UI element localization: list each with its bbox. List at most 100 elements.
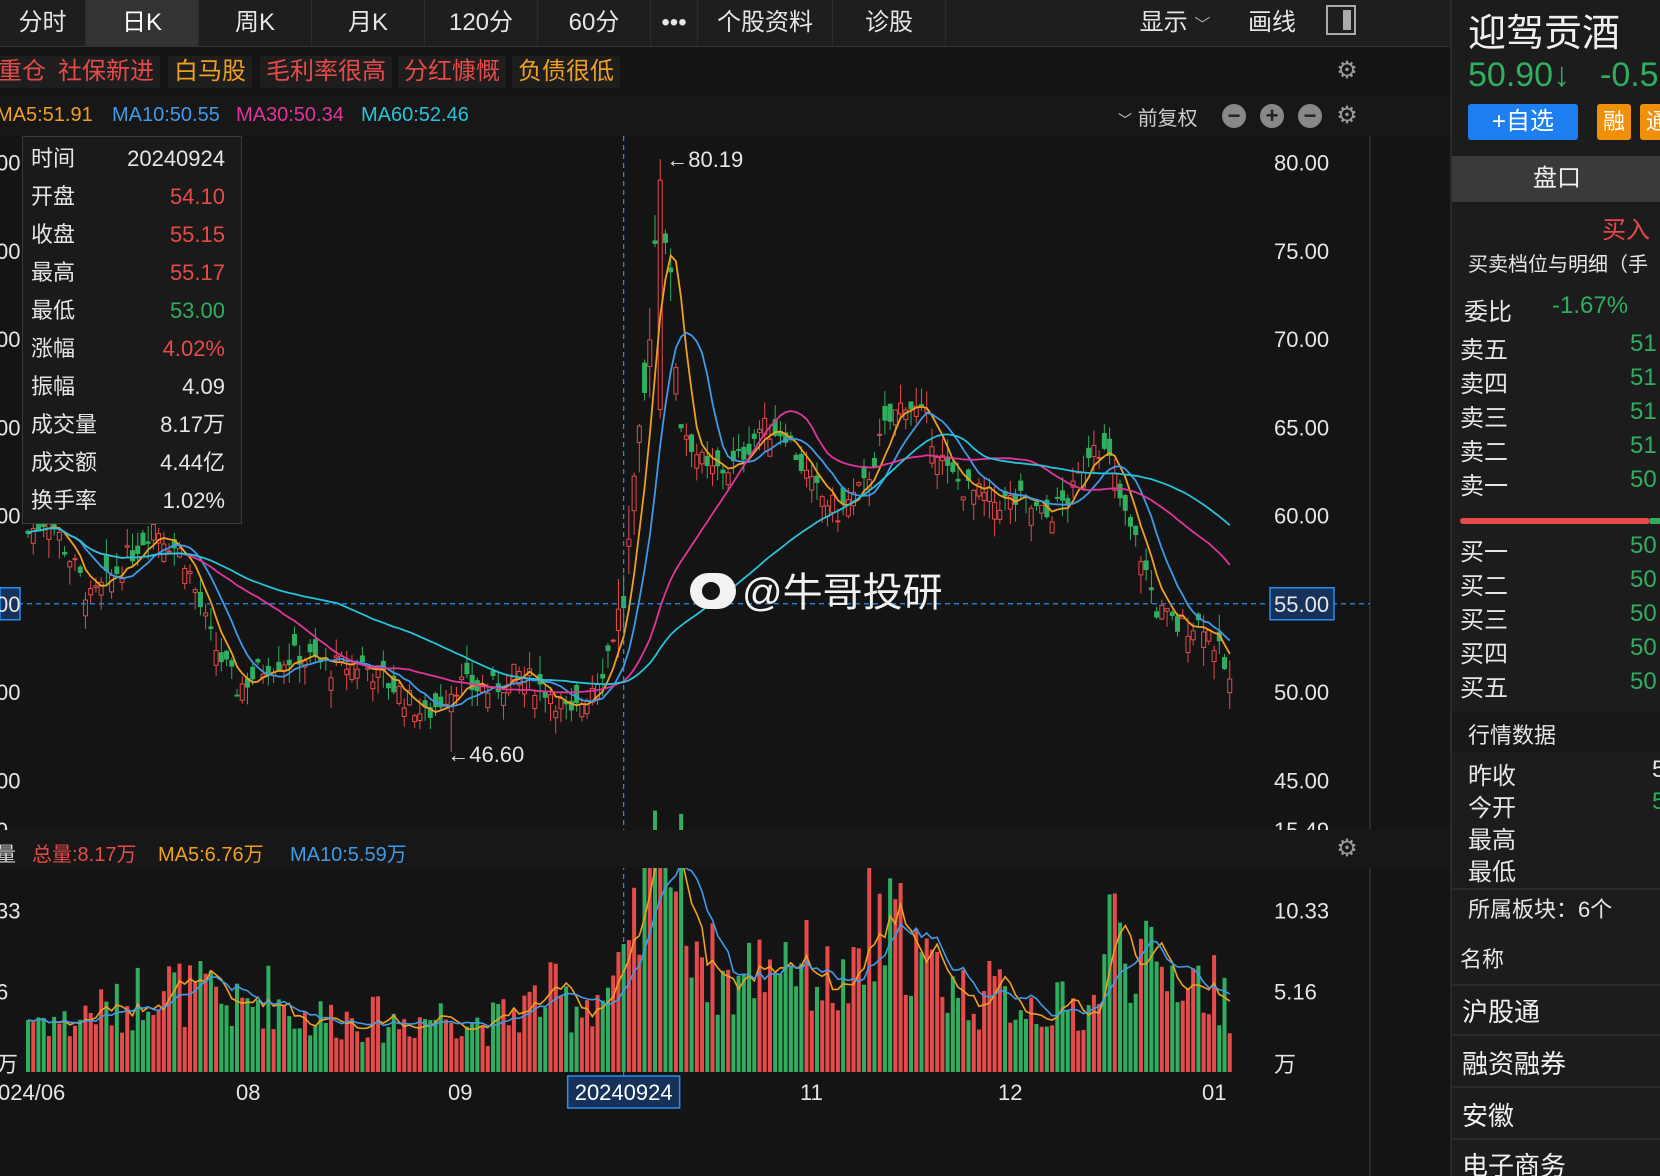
candle-body (626, 538, 632, 547)
candle-body (119, 576, 125, 583)
bid-row[interactable]: 买五 50 (1460, 668, 1657, 702)
tag-item[interactable]: 白马股 (168, 56, 252, 88)
tab-diagnosis[interactable]: 诊股 (833, 0, 946, 46)
tag-item[interactable]: 重仓 (0, 56, 52, 88)
wei-bi-value: -1.67% (1552, 292, 1629, 319)
sector-item[interactable]: 安徽 (1462, 1101, 1515, 1131)
candle-body (568, 700, 574, 711)
tab-order-book[interactable]: 盘口 (1452, 156, 1660, 202)
add-watchlist-button[interactable]: +自选 (1468, 104, 1578, 140)
draw-line-button[interactable]: 画线 (1248, 9, 1296, 36)
ask-row[interactable]: 卖三 51 (1460, 398, 1657, 432)
ask-row[interactable]: 卖二 51 (1460, 432, 1657, 466)
volume-bar (1118, 922, 1123, 1072)
tab-intraday[interactable]: 分时 (0, 0, 86, 46)
tab-monthly-k[interactable]: 月K (312, 0, 425, 46)
bid-row[interactable]: 买三 50 (1460, 600, 1657, 634)
tab-60min[interactable]: 60分 (538, 0, 651, 46)
volume-bar (46, 1035, 51, 1072)
volume-bar (647, 830, 652, 1072)
candle-body (615, 608, 621, 631)
volume-bar (605, 987, 610, 1072)
ask-row[interactable]: 卖五 51 (1460, 330, 1657, 364)
volume-tick-label: 万 (1274, 1052, 1296, 1077)
price-tick-label-left: 00 (0, 415, 20, 440)
bid-row[interactable]: 买四 50 (1460, 634, 1657, 668)
ma-legend-item: MA10:50.55 (112, 104, 220, 126)
chevron-down-icon: ﹀ (1118, 112, 1132, 128)
tag-item[interactable]: 社保新进 (52, 56, 160, 88)
gear-icon[interactable]: ⚙ (1336, 835, 1358, 862)
tab-weekly-k[interactable]: 周K (199, 0, 312, 46)
volume-bar (339, 1039, 344, 1072)
ask-row[interactable]: 卖四 51 (1460, 364, 1657, 398)
ask-row[interactable]: 卖一 50 (1460, 466, 1657, 500)
info-row: 换手率 1.02% (31, 488, 225, 513)
volume-bar (715, 1014, 720, 1072)
candle-body (344, 668, 350, 676)
gear-icon[interactable]: ⚙ (1336, 102, 1358, 129)
zoom-in-icon[interactable]: + (1260, 104, 1284, 128)
tab-120min[interactable]: 120分 (425, 0, 538, 46)
sector-item[interactable]: 电子商务 (1462, 1151, 1567, 1176)
candle-body (835, 520, 841, 523)
minimize-icon[interactable]: − (1298, 104, 1322, 128)
zoom-out-icon[interactable]: − (1222, 104, 1246, 128)
volume-bar (548, 962, 553, 1072)
volume-bar (370, 996, 375, 1072)
volume-bar (1217, 1025, 1222, 1072)
tab-daily-k[interactable]: 日K (86, 0, 199, 46)
candle-body (187, 571, 193, 575)
more-tabs-button[interactable]: ••• (651, 0, 698, 46)
panel-toggle-icon[interactable] (1326, 5, 1356, 35)
margin-badge: 融 (1597, 104, 1631, 140)
buy-button[interactable]: 买入 (1602, 217, 1650, 244)
volume-bar (585, 1000, 590, 1072)
candle-body (1122, 495, 1128, 511)
volume-bar (658, 830, 663, 1072)
candle-body (401, 707, 407, 717)
adjust-dropdown[interactable]: ﹀ 前复权 (1118, 102, 1198, 131)
volume-bar (1076, 1030, 1081, 1072)
info-row: 最高 55.17 (31, 260, 225, 285)
volume-bar (323, 1023, 328, 1072)
bid-row[interactable]: 买二 50 (1460, 566, 1657, 600)
candle-body (809, 476, 815, 491)
bid-row[interactable]: 买一 50 (1460, 532, 1657, 566)
candle-body (877, 433, 883, 436)
volume-bar (344, 1011, 349, 1072)
volume-bar (1013, 1019, 1018, 1072)
volume-bar (496, 1003, 501, 1072)
volume-bar (407, 1036, 412, 1072)
candle-body (1148, 587, 1154, 591)
volume-bar (538, 1016, 543, 1072)
candle-body (741, 446, 747, 460)
volume-bar (846, 1003, 851, 1072)
info-row: 收盘 55.15 (31, 222, 225, 247)
volume-bar (360, 1041, 365, 1072)
gear-icon[interactable]: ⚙ (1336, 57, 1358, 84)
price-tick-label: 70.00 (1274, 327, 1329, 352)
info-row: 成交量 8.17万 (31, 412, 225, 437)
candle-body (1065, 498, 1071, 505)
volume-bar (997, 969, 1002, 1072)
tag-item[interactable]: 分红慷慨 (398, 56, 506, 88)
volume-bar (825, 946, 830, 1072)
candle-body (913, 405, 919, 417)
volume-bar (1107, 894, 1112, 1072)
ma-line-ma60 (27, 433, 1231, 686)
volume-bar (773, 972, 778, 1072)
candle-body (574, 684, 580, 704)
sector-item[interactable]: 沪股通 (1462, 997, 1541, 1027)
tag-item[interactable]: 负债很低 (512, 56, 620, 88)
tab-stock-profile[interactable]: 个股资料 (698, 0, 833, 46)
candle-body (1007, 495, 1013, 510)
tag-item[interactable]: 毛利率很高 (260, 56, 392, 88)
quote-panel: 迎驾贡酒 50.90↓ -0.5 +自选 融 通 盘口 买入 买卖档位与明细（手… (1450, 0, 1660, 1176)
candle-body (239, 683, 245, 701)
display-dropdown[interactable]: 显示 ﹀ (1120, 0, 1230, 46)
volume-bar (1227, 1033, 1232, 1072)
volume-bar (31, 1021, 36, 1072)
volume-bar (564, 986, 569, 1072)
sector-item[interactable]: 融资融券 (1462, 1049, 1567, 1079)
